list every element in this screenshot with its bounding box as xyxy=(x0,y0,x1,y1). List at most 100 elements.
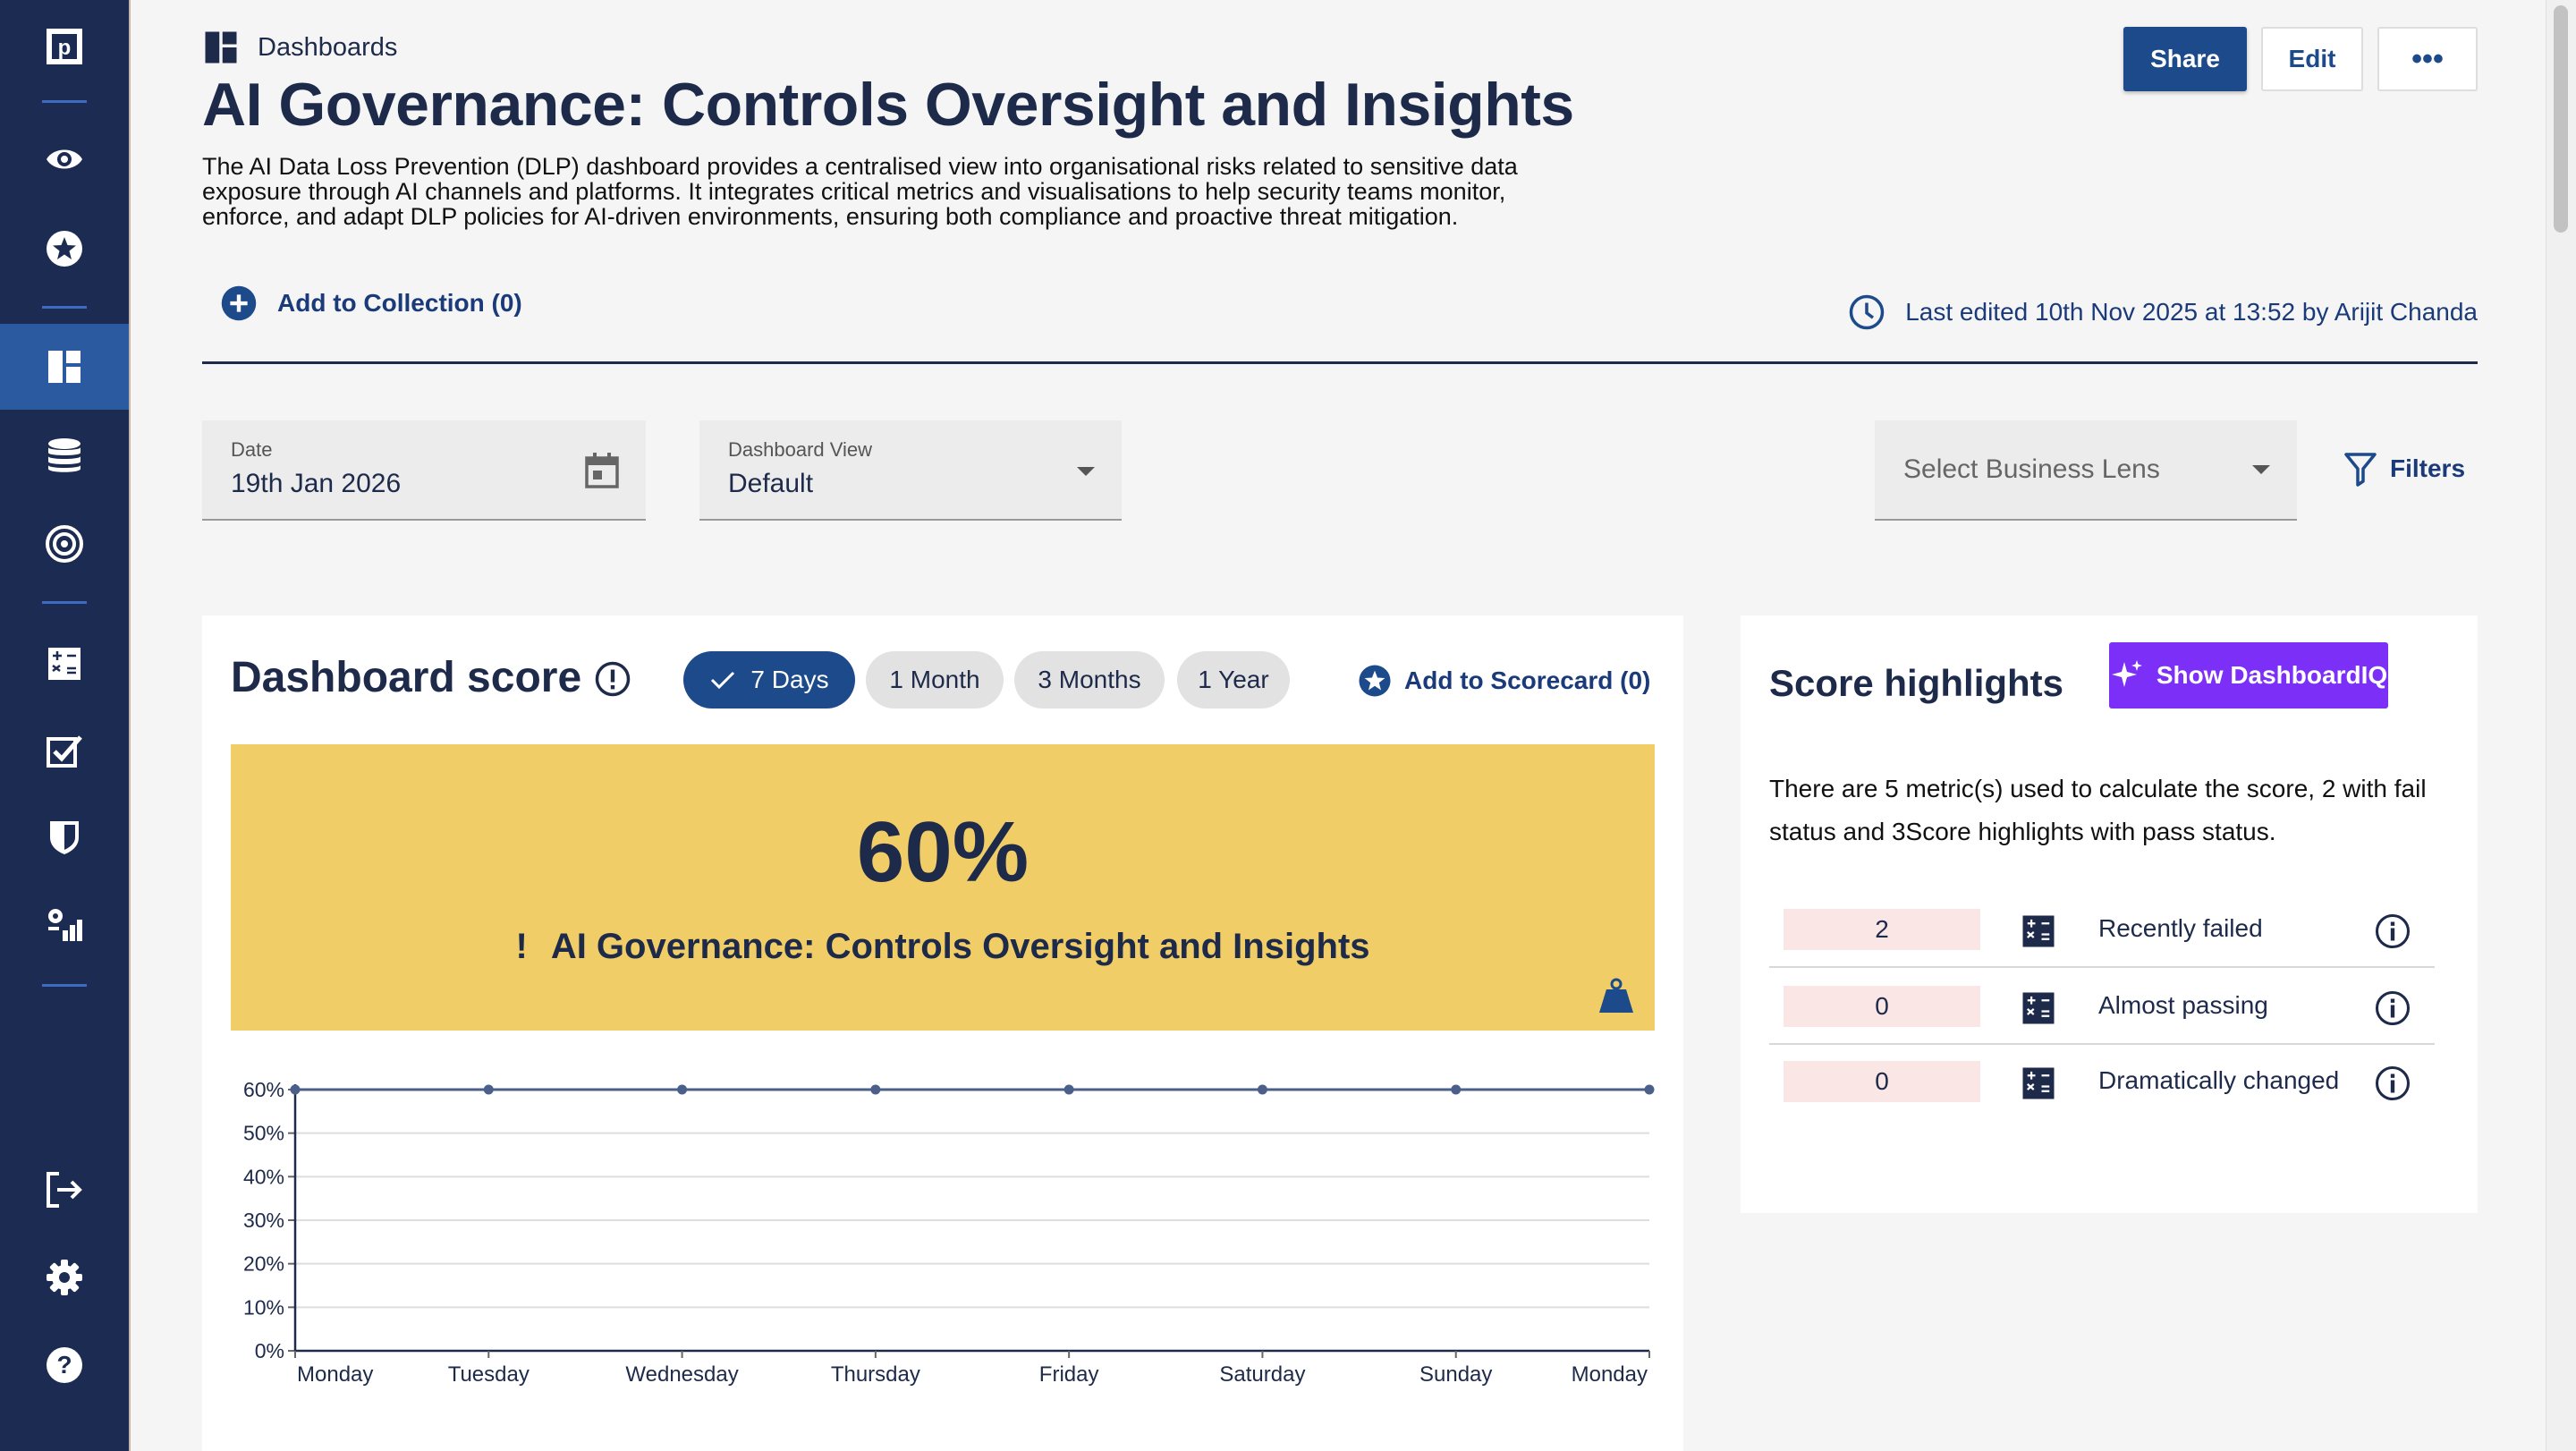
range-chip-label: 1 Month xyxy=(889,666,980,693)
page-title: AI Governance: Controls Oversight and In… xyxy=(202,71,1574,139)
add-to-scorecard-label: Add to Scorecard (0) xyxy=(1404,666,1651,694)
scrollbar-thumb[interactable] xyxy=(2554,5,2568,233)
score-banner: 60% ! AI Governance: Controls Oversight a… xyxy=(231,744,1655,1031)
svg-text:?: ? xyxy=(56,1351,72,1379)
sidebar-item-reports[interactable] xyxy=(0,882,129,968)
chart-x-tick-label: Monday xyxy=(1572,1362,1648,1387)
chart-x-tick-label: Sunday xyxy=(1419,1362,1492,1387)
chart-data-point xyxy=(1451,1084,1462,1095)
caret-down-icon xyxy=(1077,467,1095,476)
header-divider xyxy=(202,361,2478,364)
clock-icon xyxy=(1849,294,1885,330)
score-dashboard-name: ! AI Governance: Controls Oversight and I… xyxy=(231,927,1655,967)
sidebar-item-watch[interactable] xyxy=(0,116,129,202)
filters-button[interactable]: Filters xyxy=(2343,451,2465,487)
chart-data-point xyxy=(1257,1084,1267,1095)
chart-y-tick-label: 10% xyxy=(243,1295,284,1319)
sidebar-item-policies[interactable] xyxy=(0,794,129,880)
calculator-icon xyxy=(2022,992,2055,1024)
warning-icon: ! xyxy=(515,927,528,966)
range-chip-1-year[interactable]: 1 Year xyxy=(1177,651,1290,709)
add-to-collection-label: Add to Collection (0) xyxy=(277,289,522,317)
sidebar-item-targets[interactable] xyxy=(0,501,129,587)
sidebar-item-logout[interactable] xyxy=(0,1147,129,1233)
caret-down-icon xyxy=(2252,465,2270,474)
sidebar-separator xyxy=(42,984,87,987)
checklist-icon xyxy=(47,735,82,768)
breadcrumb-label[interactable]: Dashboards xyxy=(258,32,398,62)
sidebar-separator xyxy=(42,601,87,604)
share-button[interactable]: Share xyxy=(2123,27,2247,91)
database-icon xyxy=(48,438,80,472)
breadcrumb[interactable]: Dashboards xyxy=(202,29,397,66)
sidebar-item-tasks[interactable] xyxy=(0,709,129,794)
dashboard-view-select[interactable]: Dashboard View Default xyxy=(699,420,1122,521)
date-field-value[interactable]: 19th Jan 2026 xyxy=(231,469,402,498)
gear-icon xyxy=(47,1260,82,1295)
highlight-row-almost-passing[interactable]: 0 Almost passing xyxy=(1769,970,2435,1045)
sparkle-icon xyxy=(2111,660,2142,687)
score-highlights-title: Score highlights xyxy=(1769,662,2064,704)
business-lens-select[interactable]: Select Business Lens xyxy=(1875,420,2297,521)
filter-icon xyxy=(2344,453,2377,487)
chart-data-point xyxy=(290,1084,301,1095)
highlight-row-dramatically-changed[interactable]: 0 Dramatically changed xyxy=(1769,1045,2435,1120)
chart-data-point xyxy=(870,1084,881,1095)
highlight-row-recently-failed[interactable]: 2 Recently failed xyxy=(1769,893,2435,968)
sidebar-item-metrics[interactable] xyxy=(0,621,129,707)
add-to-collection-button[interactable]: Add to Collection (0) xyxy=(220,284,522,322)
range-chip-label: 1 Year xyxy=(1198,666,1269,693)
plus-circle-icon xyxy=(221,285,257,321)
chart-y-tick-label: 30% xyxy=(243,1209,284,1232)
logo-icon: p xyxy=(47,29,82,64)
show-dashboardiq-button[interactable]: Show DashboardIQ xyxy=(2109,642,2388,709)
info-icon[interactable] xyxy=(2374,1065,2411,1102)
last-edited-text: Last edited 10th Nov 2025 at 13:52 by Ar… xyxy=(1905,298,2478,326)
svg-text:p: p xyxy=(58,36,72,60)
score-dashboard-name-text: AI Governance: Controls Oversight and In… xyxy=(550,927,1370,966)
sidebar-item-favourites[interactable] xyxy=(0,206,129,292)
calculator-icon xyxy=(2022,1067,2055,1099)
chart-x-tick-label: Monday xyxy=(297,1362,373,1387)
page-scrollbar[interactable] xyxy=(2546,0,2576,1451)
star-icon xyxy=(1359,665,1391,697)
chart-data-point xyxy=(1063,1084,1074,1095)
sidebar-item-help[interactable]: ? xyxy=(0,1322,129,1408)
chart-y-tick-label: 0% xyxy=(255,1339,284,1362)
last-edited: Last edited 10th Nov 2025 at 13:52 by Ar… xyxy=(1848,293,2478,331)
chart-y-tick-label: 40% xyxy=(243,1165,284,1188)
chart-x-tick-label: Saturday xyxy=(1219,1362,1305,1387)
chart-data-point xyxy=(677,1084,688,1095)
range-chip-7-days[interactable]: 7 Days xyxy=(683,651,855,709)
logout-icon xyxy=(47,1172,82,1208)
shield-icon xyxy=(50,821,79,854)
add-to-scorecard-button[interactable]: Add to Scorecard (0) xyxy=(1356,662,1650,700)
highlight-label: Dramatically changed xyxy=(2098,1066,2340,1094)
chart-x-tick-label: Friday xyxy=(1039,1362,1099,1387)
date-field-label: Date xyxy=(231,438,273,461)
date-field[interactable]: Date 19th Jan 2026 xyxy=(202,420,646,521)
sidebar-logo[interactable]: p xyxy=(0,4,129,89)
highlight-label: Almost passing xyxy=(2098,991,2268,1019)
range-chip-3-months[interactable]: 3 Months xyxy=(1014,651,1165,709)
info-icon[interactable] xyxy=(2374,989,2411,1027)
info-icon[interactable] xyxy=(2374,912,2411,950)
score-highlights-description: There are 5 metric(s) used to calculate … xyxy=(1769,775,2427,845)
highlight-count: 0 xyxy=(1784,1061,1980,1102)
range-chip-1-month[interactable]: 1 Month xyxy=(866,651,1004,709)
sidebar-item-settings[interactable] xyxy=(0,1235,129,1320)
chart-x-tick-label: Tuesday xyxy=(448,1362,530,1387)
chart-y-tick-label: 50% xyxy=(243,1122,284,1145)
chart-y-tick-label: 60% xyxy=(243,1078,284,1101)
info-icon[interactable] xyxy=(594,660,631,698)
more-options-button[interactable]: ••• xyxy=(2377,27,2478,91)
sidebar-item-data[interactable] xyxy=(0,413,129,499)
settings-chart-icon xyxy=(48,909,82,941)
help-icon: ? xyxy=(47,1347,82,1383)
edit-button[interactable]: Edit xyxy=(2261,27,2363,91)
highlight-label: Recently failed xyxy=(2098,914,2263,942)
eye-icon xyxy=(47,149,82,169)
calculator-icon xyxy=(2022,915,2055,947)
sidebar-item-dashboards[interactable] xyxy=(0,324,129,410)
calendar-icon[interactable] xyxy=(583,451,621,490)
